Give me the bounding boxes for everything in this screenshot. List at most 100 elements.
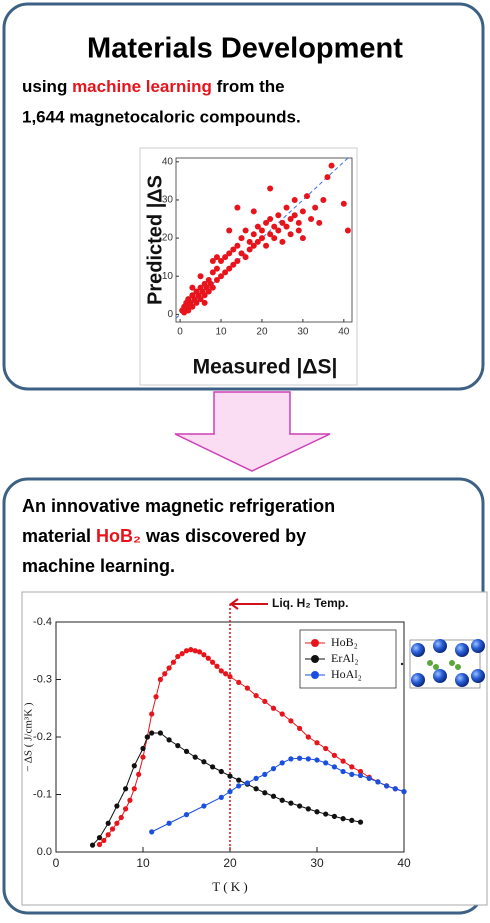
point [345,227,351,233]
point [158,730,163,735]
point [314,757,319,762]
point [271,794,276,799]
point [288,756,293,761]
point [149,711,154,716]
x-tick-label: 30 [310,856,324,870]
point [180,651,185,656]
y-tick-label: -0.1 [33,788,52,800]
down-arrow [175,392,330,471]
point [262,790,267,795]
panel-text: 1,644 magnetocaloric compounds. [22,107,301,126]
point [236,783,241,788]
text-part: material [22,526,96,546]
point [184,749,189,754]
point [167,737,172,742]
point [288,718,293,723]
x-tick-label: 0 [177,327,183,338]
point [234,205,240,211]
panel-title: Materials Development [87,33,403,65]
point [304,193,310,199]
x-tick-label: 20 [256,327,268,338]
point [123,786,128,791]
point [210,764,215,769]
point [184,648,189,653]
point [97,842,102,847]
point [254,693,259,698]
point [349,764,354,769]
point [171,660,176,665]
point [263,243,269,249]
point [136,772,141,777]
point [127,798,132,803]
x-tick-label: 40 [338,327,350,338]
point [219,769,224,774]
point [323,760,328,765]
point [210,660,215,665]
point [106,832,111,837]
point [201,803,206,808]
y-tick-label: -0.2 [33,731,52,743]
point [314,809,319,814]
annotation-label: Liq. H₂ Temp. [272,596,348,610]
point [254,786,259,791]
panel-text: material HoB₂ was discovered by [22,526,306,546]
point [243,227,249,233]
point [280,760,285,765]
point [188,647,193,652]
point [226,227,232,233]
point [375,779,380,784]
panel-text: An innovative magnetic refrigeration [22,496,335,516]
point [280,798,285,803]
point [275,227,281,233]
x-tick-label: 0 [53,856,60,870]
point [349,818,354,823]
point [341,816,346,821]
point [306,806,311,811]
point [198,273,204,279]
point [238,235,244,241]
point [234,258,240,264]
point [149,730,154,735]
point [259,227,265,233]
point [197,649,202,654]
point [279,239,285,245]
point [384,783,389,788]
point [262,699,267,704]
point [300,208,306,214]
point [323,811,328,816]
text-part: was discovered by [141,526,306,546]
point [401,789,406,794]
point [332,753,337,758]
point [201,652,206,657]
point [234,243,240,249]
point [316,220,322,226]
point [201,759,206,764]
page: Materials Development using machine lear… [0,0,490,918]
y-tick-label: 40 [162,156,174,167]
point [297,803,302,808]
point [162,671,167,676]
legend-marker [311,639,319,647]
point [158,677,163,682]
point [271,235,277,241]
point [189,285,195,291]
point [306,756,311,761]
point [329,163,335,169]
point [223,671,228,676]
highlight: HoB₂ [96,526,141,546]
point [214,254,220,260]
point [106,821,111,826]
scatter-frame [140,148,357,385]
point [245,686,250,691]
point [271,706,276,711]
point [324,174,330,180]
point [227,674,232,679]
point [284,224,290,230]
point [341,769,346,774]
point [314,740,319,745]
point [114,821,119,826]
legend-label: HoAl₂ [331,667,362,681]
point [332,764,337,769]
point [288,231,294,237]
point [167,665,172,670]
